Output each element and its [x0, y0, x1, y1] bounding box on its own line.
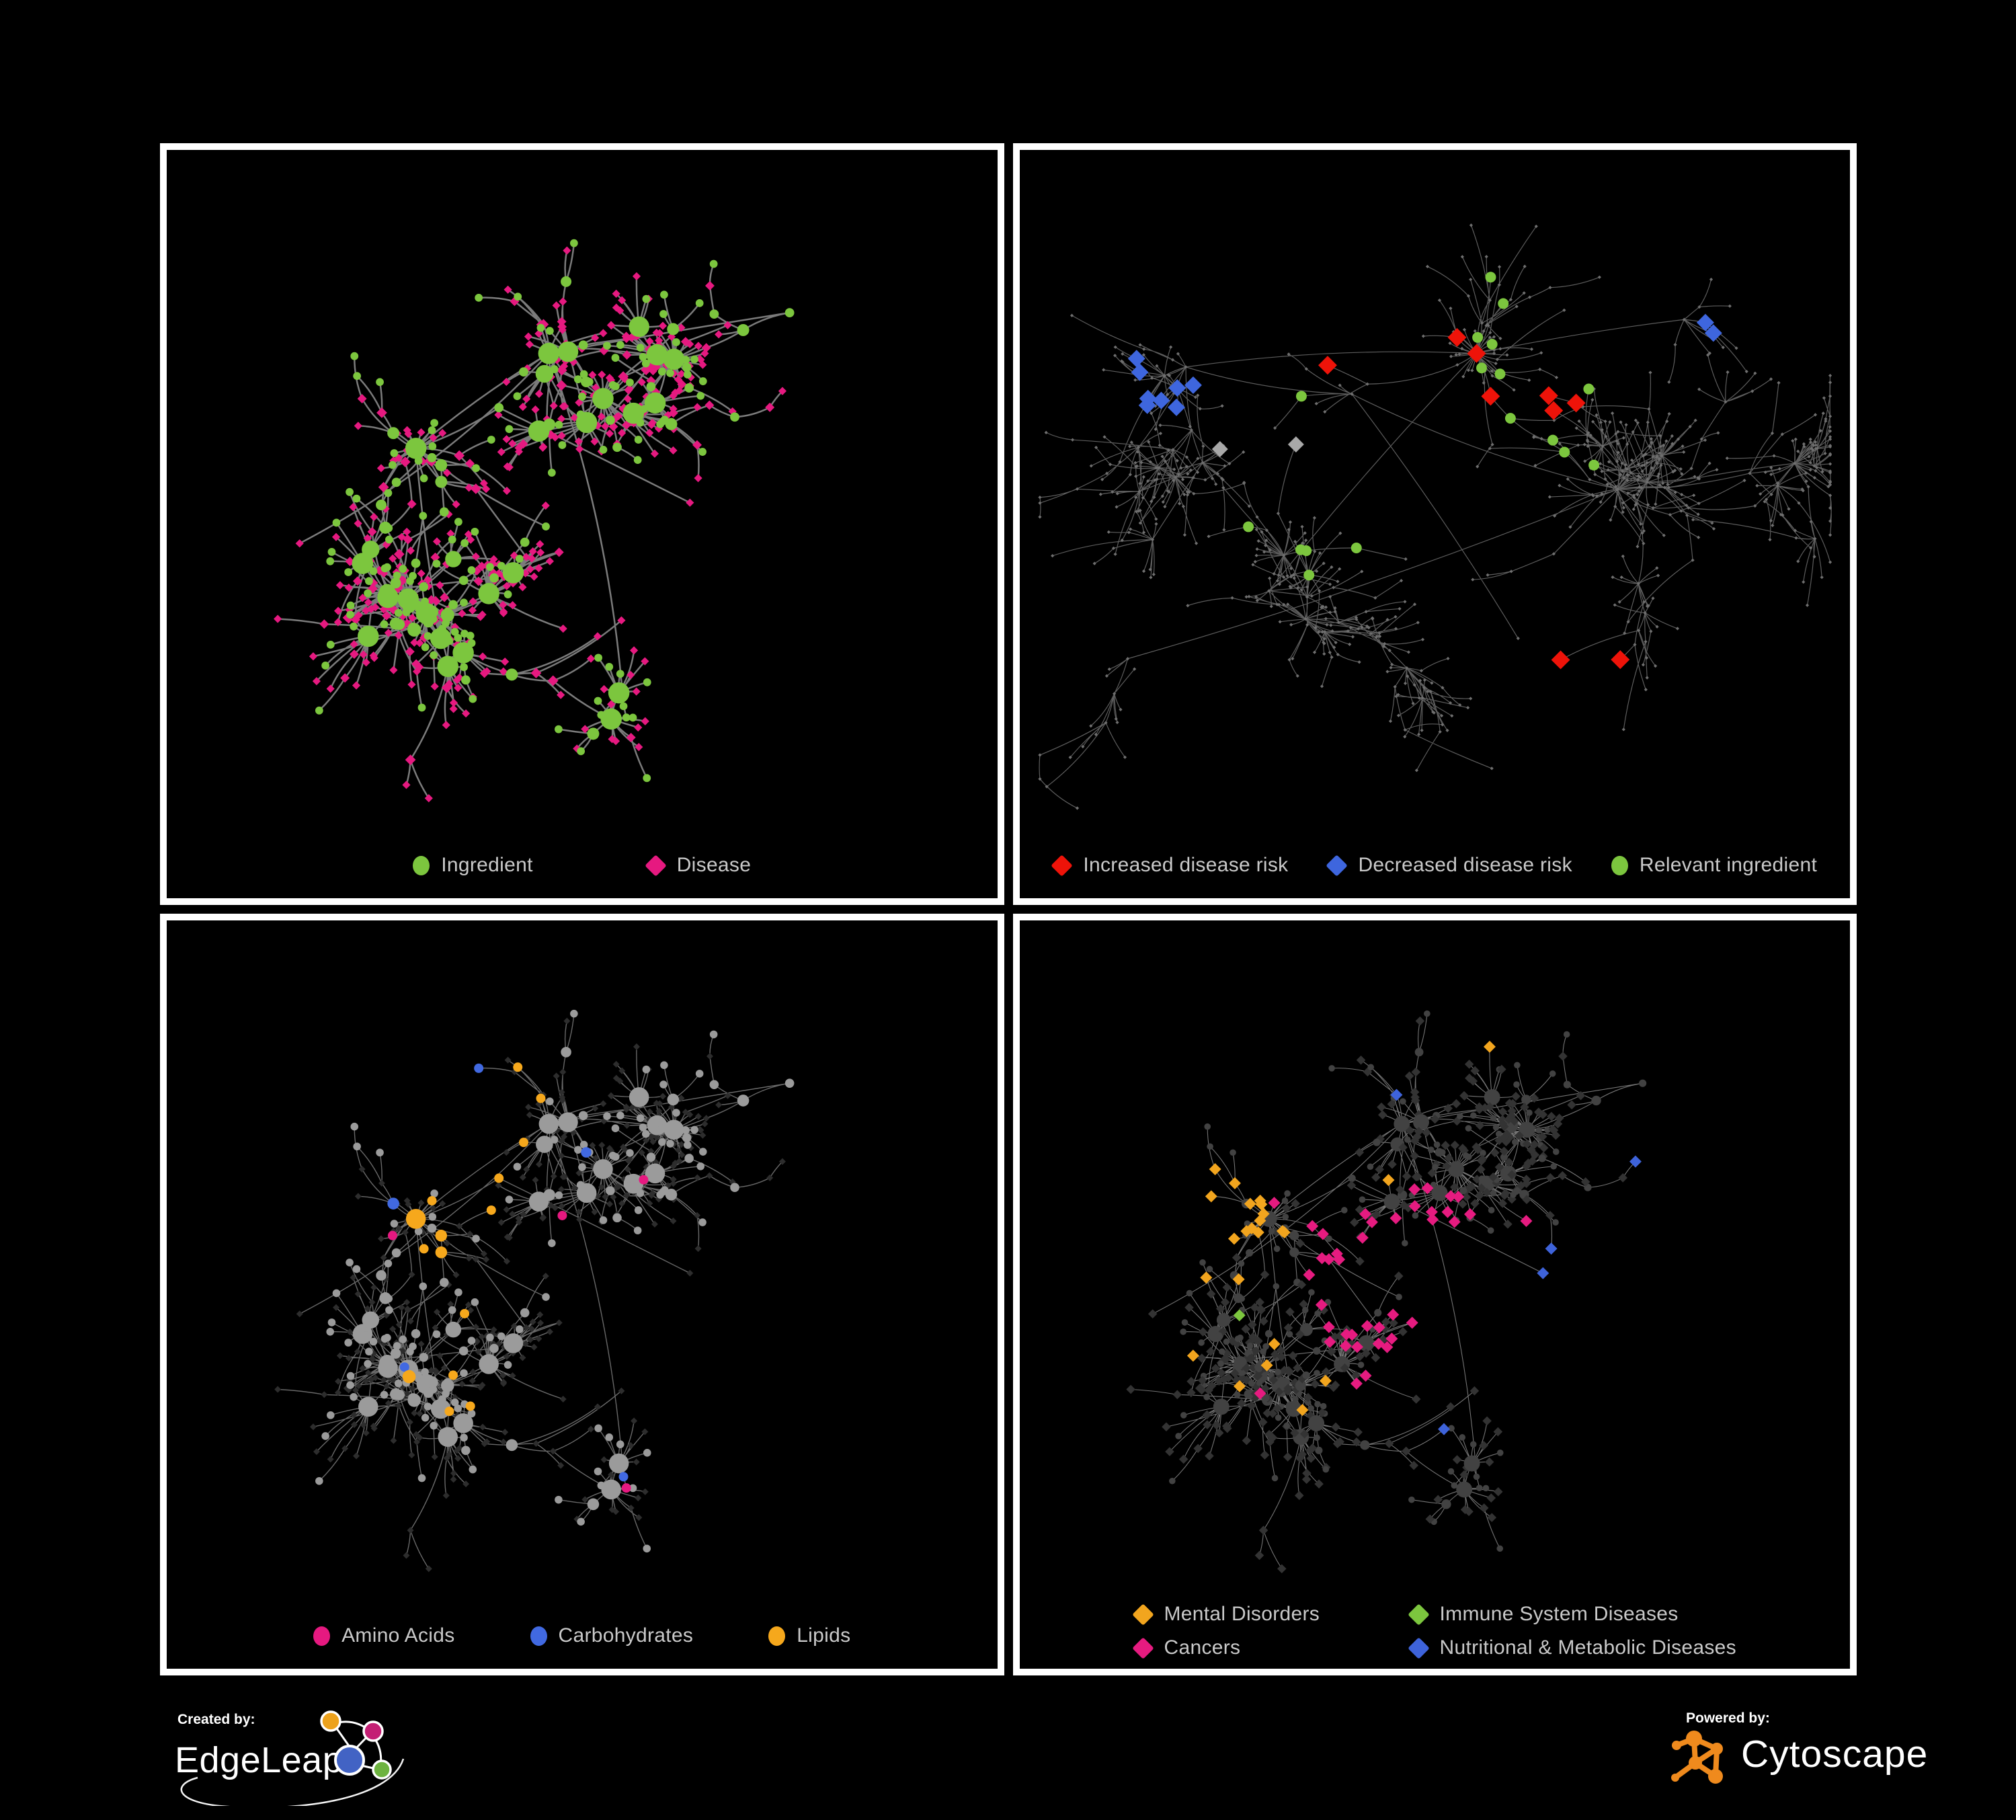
- legend-item: Cancers: [1131, 1636, 1369, 1659]
- legend-compound-classes: Amino Acids Carbohydrates Lipids: [167, 1624, 998, 1647]
- edgeleap-logo: Created by: EdgeLeap: [175, 1710, 405, 1806]
- legend-disease-classes: Mental Disorders Immune System Diseases Ca…: [1020, 1603, 1851, 1659]
- edgeleap-wordmark: EdgeLeap: [175, 1740, 343, 1780]
- legend-label: Mental Disorders: [1164, 1603, 1320, 1625]
- legend-item: Disease: [644, 854, 752, 877]
- panel-disease-risk: Increased disease risk Decreased disease …: [1012, 143, 1857, 905]
- legend-label: Ingredient: [441, 854, 533, 876]
- legend-label: Increased disease risk: [1083, 854, 1289, 876]
- legend-item: Lipids: [768, 1624, 850, 1647]
- network-disease-classes: [1125, 1010, 1646, 1574]
- legend-item: Nutritional & Metabolic Diseases: [1407, 1636, 1736, 1659]
- panel-grid: Ingredient Disease Increased disease risk…: [160, 143, 1857, 1675]
- legend-label: Amino Acids: [341, 1624, 455, 1647]
- panel-compound-classes: Amino Acids Carbohydrates Lipids: [160, 914, 1004, 1675]
- legend-symbol-circle: [1611, 855, 1628, 875]
- legend-item: Mental Disorders: [1131, 1603, 1369, 1626]
- created-by-label: Created by:: [177, 1712, 255, 1727]
- powered-by-label: Powered by:: [1686, 1710, 1770, 1726]
- legend-symbol-circle: [313, 1626, 331, 1646]
- legend-disease-risk: Increased disease risk Decreased disease …: [1020, 854, 1851, 877]
- legend-symbol-circle: [530, 1626, 547, 1646]
- legend-symbol-diamond: [644, 854, 667, 877]
- legend-symbol-diamond: [1051, 854, 1074, 877]
- legend-symbol-diamond: [1131, 1636, 1154, 1659]
- network-disease-risk: [1037, 223, 1832, 810]
- legend-symbol-circle: [413, 855, 430, 875]
- legend-item: Carbohydrates: [530, 1624, 694, 1647]
- legend-item: Increased disease risk: [1051, 854, 1289, 877]
- legend-symbol-circle: [768, 1626, 786, 1646]
- network-compound-classes: [274, 1009, 795, 1573]
- cytoscape-wordmark: Cytoscape: [1741, 1733, 1928, 1776]
- legend-item: Ingredient: [413, 854, 532, 877]
- legend-label: Decreased disease risk: [1358, 854, 1572, 876]
- legend-item: Relevant ingredient: [1611, 854, 1817, 877]
- legend-symbol-diamond: [1326, 854, 1348, 877]
- panel-ingredient-disease: Ingredient Disease: [160, 143, 1004, 905]
- legend-symbol-diamond: [1407, 1636, 1430, 1659]
- cytoscape-logo: Powered by: Cytoscape: [1671, 1710, 1928, 1784]
- legend-label: Disease: [676, 854, 752, 876]
- network-ingredient-disease: [274, 239, 795, 803]
- legend-item: Decreased disease risk: [1326, 854, 1572, 877]
- cytoscape-network-icon: [1671, 1731, 1723, 1784]
- legend-label: Nutritional & Metabolic Diseases: [1439, 1636, 1736, 1659]
- legend-item: Immune System Diseases: [1407, 1603, 1736, 1626]
- legend-label: Carbohydrates: [558, 1624, 694, 1647]
- legend-item: Amino Acids: [313, 1624, 454, 1647]
- legend-label: Relevant ingredient: [1639, 854, 1818, 876]
- edgeleap-network-icon: [180, 1710, 405, 1806]
- panel-disease-classes: Mental Disorders Immune System Diseases Ca…: [1012, 914, 1857, 1675]
- legend-label: Immune System Diseases: [1439, 1603, 1679, 1625]
- legend-label: Lipids: [797, 1624, 851, 1647]
- legend-ingredient-disease: Ingredient Disease: [167, 854, 998, 877]
- legend-symbol-diamond: [1131, 1603, 1154, 1626]
- legend-label: Cancers: [1164, 1636, 1241, 1659]
- legend-symbol-diamond: [1407, 1603, 1430, 1626]
